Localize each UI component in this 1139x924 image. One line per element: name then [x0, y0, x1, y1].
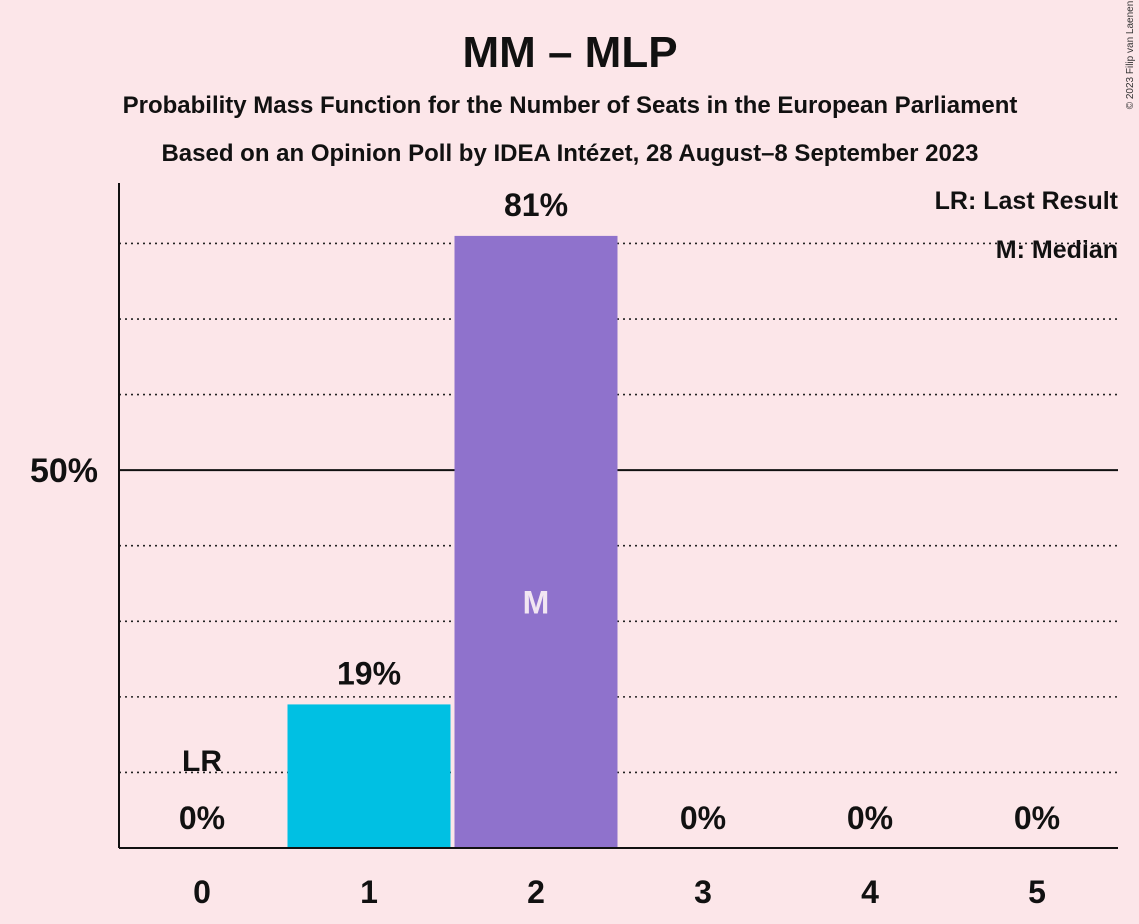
median-marker: M: [523, 584, 550, 620]
x-tick-label-4: 4: [861, 874, 879, 910]
bar-value-label-3: 0%: [680, 800, 726, 836]
x-tick-label-1: 1: [360, 874, 378, 910]
chart-subtitle-line-2: Based on an Opinion Poll by IDEA Intézet…: [161, 140, 978, 167]
y-tick-label-0: 50%: [30, 452, 98, 490]
bar-value-labels: 0% 0 LR 19% 1 81% 2 M 0% 3 0% 4 0% 5: [179, 187, 1060, 910]
bar-value-label-5: 0%: [1014, 800, 1060, 836]
grid-lines: 50%: [30, 242, 1118, 774]
x-tick-label-0: 0: [193, 874, 211, 910]
bar-value-label-4: 0%: [847, 800, 893, 836]
bar-value-label-1: 19%: [337, 655, 401, 691]
legend-last-result: LR: Last Result: [935, 187, 1119, 215]
bar-1: [287, 704, 451, 848]
x-tick-label-3: 3: [694, 874, 712, 910]
bars: [287, 235, 618, 849]
chart-title: MM – MLP: [462, 28, 677, 77]
chart-subtitle-line-1: Probability Mass Function for the Number…: [123, 92, 1018, 119]
last-result-marker: LR: [182, 745, 222, 778]
bar-value-label-2: 81%: [504, 187, 568, 223]
bar-value-label-0: 0%: [179, 800, 225, 836]
bar-2: [454, 235, 618, 849]
x-tick-label-5: 5: [1028, 874, 1046, 910]
legend-median: M: Median: [996, 236, 1118, 264]
x-tick-label-2: 2: [527, 874, 545, 910]
copyright-notice: © 2023 Filip van Laenen: [1125, 1, 1136, 110]
axes: [118, 183, 1118, 849]
